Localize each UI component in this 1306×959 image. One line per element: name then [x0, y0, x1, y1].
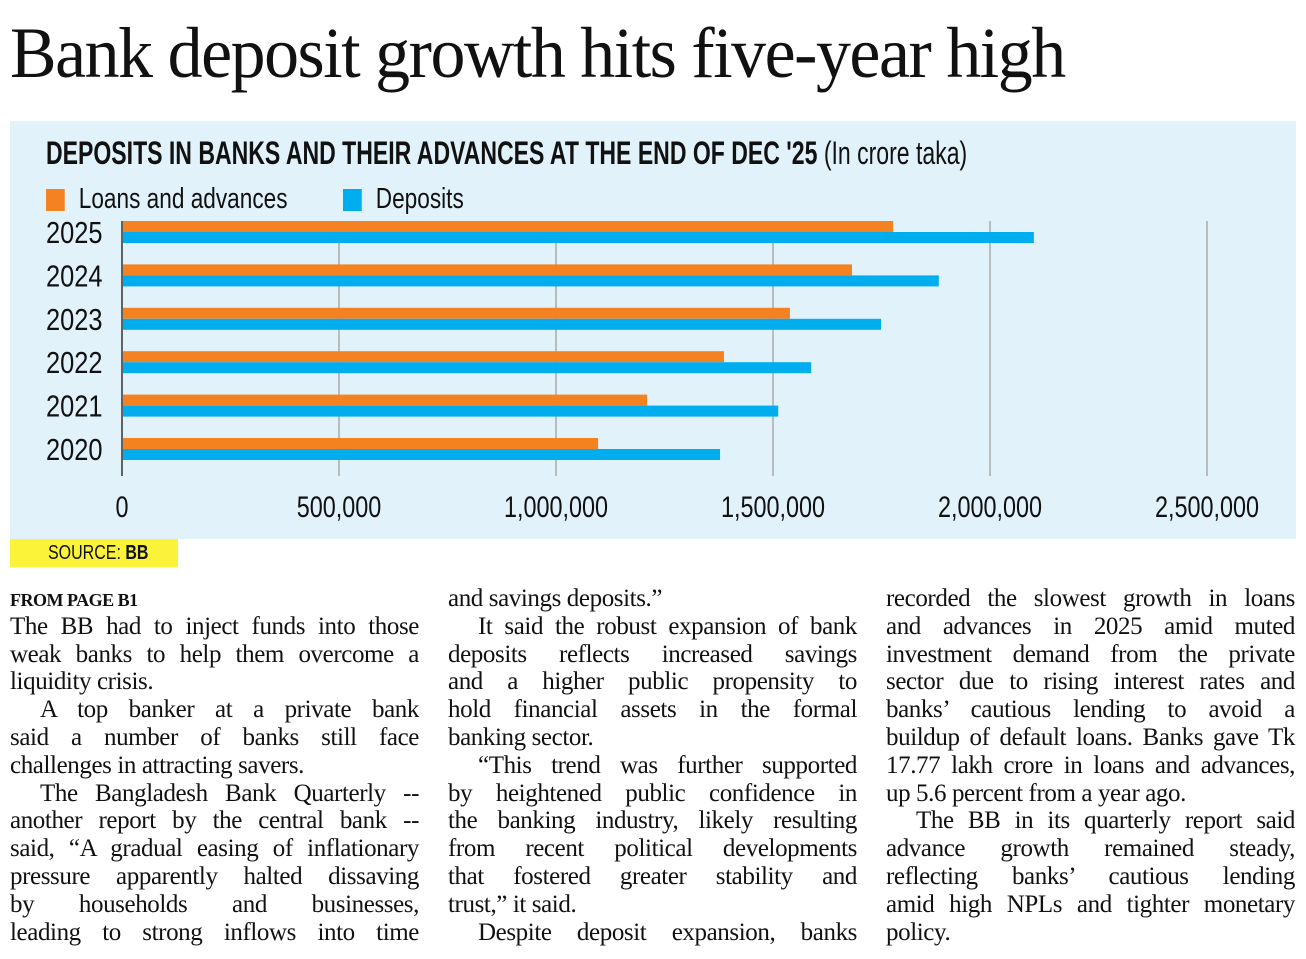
source-label: SOURCE:	[48, 542, 121, 564]
article-line: 17.77 lakh crore in loans and advances,	[886, 751, 1295, 779]
article-column-2: and savings deposits.” It said the robust…	[448, 585, 857, 946]
article-line: liquidity crisis.	[10, 668, 154, 696]
y-category-label: 2024	[46, 259, 103, 294]
article-line: and a higher public propensity to	[448, 668, 857, 696]
article-line: leading to strong inflows into time	[10, 918, 419, 946]
article-line: The BB in its quarterly report said	[916, 807, 1295, 835]
article-line: buildup of default loans. Banks gave Tk	[886, 723, 1295, 751]
x-tick-label: 500,000	[297, 490, 382, 523]
article-line: policy.	[886, 918, 951, 946]
chart-title-text: DEPOSITS IN BANKS AND THEIR ADVANCES AT …	[46, 135, 818, 171]
y-category-label: 2021	[46, 389, 103, 424]
article-line: reflecting banks’ cautious lending	[886, 862, 1295, 890]
chart-unit: (In crore taka)	[823, 135, 968, 171]
bar-loans-2022	[123, 351, 724, 363]
article-line: that fostered greater stability and	[448, 862, 857, 890]
article-line: The Bangladesh Bank Quarterly --	[40, 779, 419, 807]
article-line: sector due to rising interest rates and	[886, 668, 1295, 696]
bar-deposits-2020	[123, 449, 721, 460]
article-line: said, “A gradual easing of inflationary	[10, 835, 419, 863]
article-line: another report by the central bank --	[10, 807, 419, 835]
article-line: banking sector.	[448, 723, 594, 751]
article-column-3: recorded the slowest growth in loans and …	[886, 585, 1295, 946]
article-line: weak banks to help them overcome a	[10, 640, 419, 668]
source-note: SOURCE: BB	[10, 539, 178, 567]
article-line: by households and businesses,	[10, 890, 419, 918]
article-line: recorded the slowest growth in loans	[886, 585, 1295, 612]
headline: Bank deposit growth hits five-year high	[10, 13, 1066, 93]
bar-deposits-2024	[123, 275, 939, 287]
y-category-label: 2022	[46, 346, 103, 381]
article-line: deposits reflects increased savings	[448, 640, 857, 668]
bar-deposits-2022	[123, 362, 812, 374]
article-line: and advances in 2025 amid muted	[886, 612, 1295, 640]
bar-loans-2020	[123, 438, 599, 449]
x-tick-label: 1,500,000	[721, 490, 825, 523]
kicker: FROM PAGE B1	[10, 590, 138, 610]
y-category-label: 2025	[46, 216, 103, 251]
bar-loans-2021	[123, 394, 648, 406]
article-line: from recent political developments	[448, 835, 857, 863]
bar-chart: 0 500,000 1,000,000 1,500,000 2,000,000 2,500…	[46, 216, 1259, 524]
article-line: pressure apparently halted dissaving	[10, 862, 419, 890]
x-tick-label: 1,000,000	[504, 490, 608, 523]
article-line: said a number of banks still face	[10, 723, 419, 751]
article-line: by heightened public confidence in	[448, 779, 857, 807]
bar-deposits-2025	[123, 232, 1034, 243]
legend-swatch-deposits	[343, 188, 362, 211]
article-line: It said the robust expansion of bank	[478, 612, 857, 640]
article-line: up 5.6 percent from a year ago.	[886, 779, 1186, 807]
y-category-label: 2023	[46, 302, 103, 337]
legend-label-loans: Loans and advances	[78, 183, 288, 215]
chart-title: DEPOSITS IN BANKS AND THEIR ADVANCES AT …	[46, 135, 967, 172]
x-tick-label: 2,500,000	[1155, 490, 1259, 523]
article-line: advance growth remained steady,	[886, 835, 1295, 863]
article-line: Despite deposit expansion, banks	[478, 918, 857, 946]
legend-deposits: Deposits	[343, 183, 464, 216]
legend-swatch-loans	[46, 188, 65, 211]
bar-loans-2023	[123, 307, 790, 319]
article-line: The BB had to inject funds into those	[10, 612, 419, 640]
x-tick-label: 0	[115, 490, 128, 523]
article-line: A top banker at a private bank	[40, 696, 419, 724]
bar-loans-2025	[123, 221, 894, 232]
article-line: the banking industry, likely resulting	[448, 807, 857, 835]
article-line: “This trend was further supported	[478, 751, 857, 779]
article-line: trust,” it said.	[448, 890, 577, 918]
source-value: BB	[125, 542, 149, 564]
y-category-label: 2020	[46, 433, 103, 468]
article-column-1: FROM PAGE B1 The BB had to inject funds …	[10, 585, 419, 946]
bar-loans-2024	[123, 264, 852, 276]
article-line: challenges in attracting savers.	[10, 751, 305, 779]
bar-deposits-2021	[123, 405, 779, 417]
article-line: banks’ cautious lending to avoid a	[886, 696, 1295, 724]
article-line: and savings deposits.”	[448, 585, 663, 612]
chart-panel: 0 500,000 1,000,000 1,500,000 2,000,000 2,500…	[10, 121, 1296, 539]
article-line: investment demand from the private	[886, 640, 1295, 668]
bar-deposits-2023	[123, 318, 882, 330]
article-line: hold financial assets in the formal	[448, 696, 857, 724]
legend-label-deposits: Deposits	[375, 183, 464, 215]
legend-loans: Loans and advances	[46, 183, 288, 216]
article-line: amid high NPLs and tighter monetary	[886, 890, 1295, 918]
x-tick-label: 2,000,000	[938, 490, 1042, 523]
